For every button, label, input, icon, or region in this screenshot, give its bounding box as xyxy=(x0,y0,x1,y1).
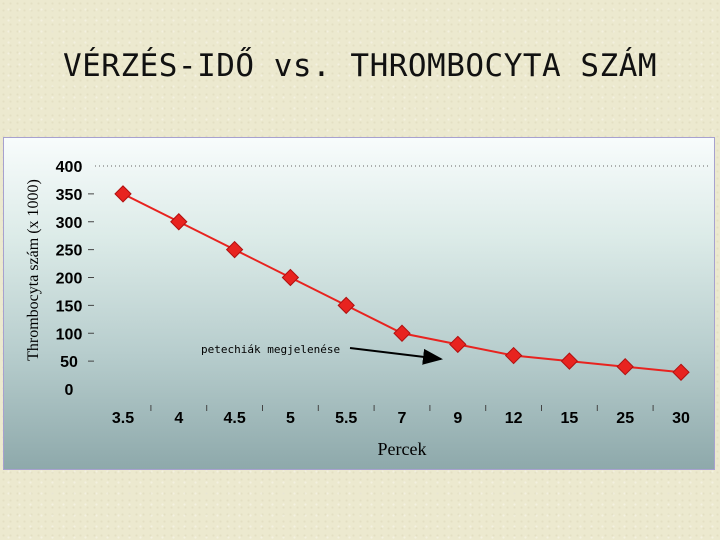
series-layer xyxy=(114,185,690,381)
x-tick-label: 12 xyxy=(505,410,523,427)
slide-title: VÉRZÉS-IDŐ vs. THROMBOCYTA SZÁM xyxy=(62,48,658,84)
data-point-marker xyxy=(337,296,355,315)
annotation-arrow xyxy=(349,347,443,365)
x-tick-label: 25 xyxy=(616,410,634,427)
x-tick-label: 5.5 xyxy=(335,410,357,427)
y-axis-label: Thrombocyta szám (x 1000) xyxy=(25,179,42,361)
data-point-marker xyxy=(114,185,132,203)
data-point-marker xyxy=(504,346,523,365)
data-point-marker xyxy=(449,335,467,354)
x-tick-label: 4 xyxy=(174,410,183,427)
y-tick-label: 200 xyxy=(56,271,83,288)
y-tick-label: 100 xyxy=(56,326,83,343)
y-tick-label: 300 xyxy=(56,215,83,232)
x-tick-label: 7 xyxy=(398,410,407,427)
y-tick-label: 150 xyxy=(56,298,83,315)
x-tick-label: 30 xyxy=(672,410,690,427)
x-tick-layer: 3.5 4 4.5 5 5.5 7 9 12 15 25 30 xyxy=(112,405,690,427)
x-tick-label: 5 xyxy=(286,410,295,427)
x-tick-label: 9 xyxy=(453,410,462,427)
y-tick-layer: 0 50 100 150 200 250 300 350 400 xyxy=(56,159,94,399)
y-tick-label: 0 xyxy=(65,382,74,399)
y-tick-label: 50 xyxy=(60,354,78,371)
x-axis-label: Percek xyxy=(378,439,427,459)
annotation-label: petechiák megjelenése xyxy=(201,343,340,356)
data-point-marker xyxy=(170,213,188,231)
y-tick-label: 350 xyxy=(56,187,83,204)
x-tick-label: 15 xyxy=(561,410,579,427)
data-point-marker xyxy=(672,363,690,381)
x-tick-label: 4.5 xyxy=(223,410,245,427)
x-tick-label: 3.5 xyxy=(112,410,134,427)
data-point-marker xyxy=(281,268,300,287)
data-point-marker xyxy=(560,352,579,370)
data-point-marker xyxy=(225,240,244,259)
data-point-marker xyxy=(616,357,634,376)
y-tick-label: 250 xyxy=(56,243,83,260)
y-tick-label: 400 xyxy=(56,159,83,176)
data-point-marker xyxy=(393,324,411,342)
